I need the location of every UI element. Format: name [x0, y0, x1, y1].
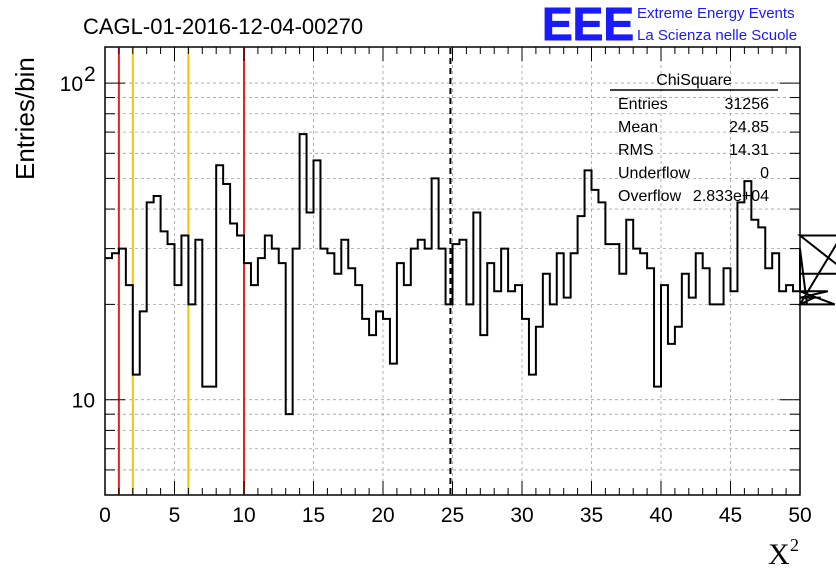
- x-tick-label: 25: [441, 504, 464, 527]
- x-tick-label: 50: [788, 504, 811, 527]
- x-tick-label: 20: [371, 504, 394, 527]
- stats-value: 31256: [725, 96, 770, 113]
- stats-label: Underflow: [618, 165, 690, 182]
- x-tick-label: 5: [169, 504, 181, 527]
- brand-line-2: La Scienza nelle Scuole: [637, 27, 797, 44]
- stats-box: ChiSquare Entries 31256 Mean 24.85 RMS 14.31 U…: [610, 72, 778, 205]
- y-tick-label: 10: [60, 73, 83, 96]
- histogram-outline: [105, 133, 836, 416]
- x-tick-label: 45: [719, 504, 742, 527]
- x-tick-label: 35: [580, 504, 603, 527]
- grid-lines: [105, 47, 800, 495]
- y-tick-superscript: 2: [84, 63, 96, 86]
- stats-value: 0: [760, 165, 769, 182]
- stats-label: Overflow: [618, 188, 682, 205]
- stats-title: ChiSquare: [656, 72, 732, 89]
- x-tick-label: 30: [510, 504, 533, 527]
- y-axis-label: Entries/bin: [10, 57, 40, 180]
- histogram: [105, 133, 836, 416]
- x-tick-label: 40: [649, 504, 672, 527]
- x-tick-label: 15: [302, 504, 325, 527]
- x-axis-label: X: [768, 538, 790, 571]
- stats-value: 14.31: [729, 142, 769, 159]
- y-tick-label: 10: [72, 390, 95, 413]
- stats-label: Entries: [618, 96, 668, 113]
- stats-label: RMS: [618, 142, 654, 159]
- reference-lines: [117, 48, 452, 494]
- chart-title: CAGL-01-2016-12-04-00270: [83, 14, 363, 39]
- eee-logo-text: EEE: [542, 0, 634, 50]
- x-tick-label: 10: [232, 504, 255, 527]
- stats-value: 24.85: [729, 119, 769, 136]
- stats-value: 2.833e+04: [693, 188, 769, 205]
- stats-label: Mean: [618, 119, 658, 136]
- x-tick-label: 0: [99, 504, 111, 527]
- x-axis-label-superscript: 2: [790, 535, 799, 555]
- brand-line-1: Extreme Energy Events: [637, 5, 795, 22]
- eee-logo: EEE Extreme Energy Events La Scienza nel…: [542, 0, 798, 51]
